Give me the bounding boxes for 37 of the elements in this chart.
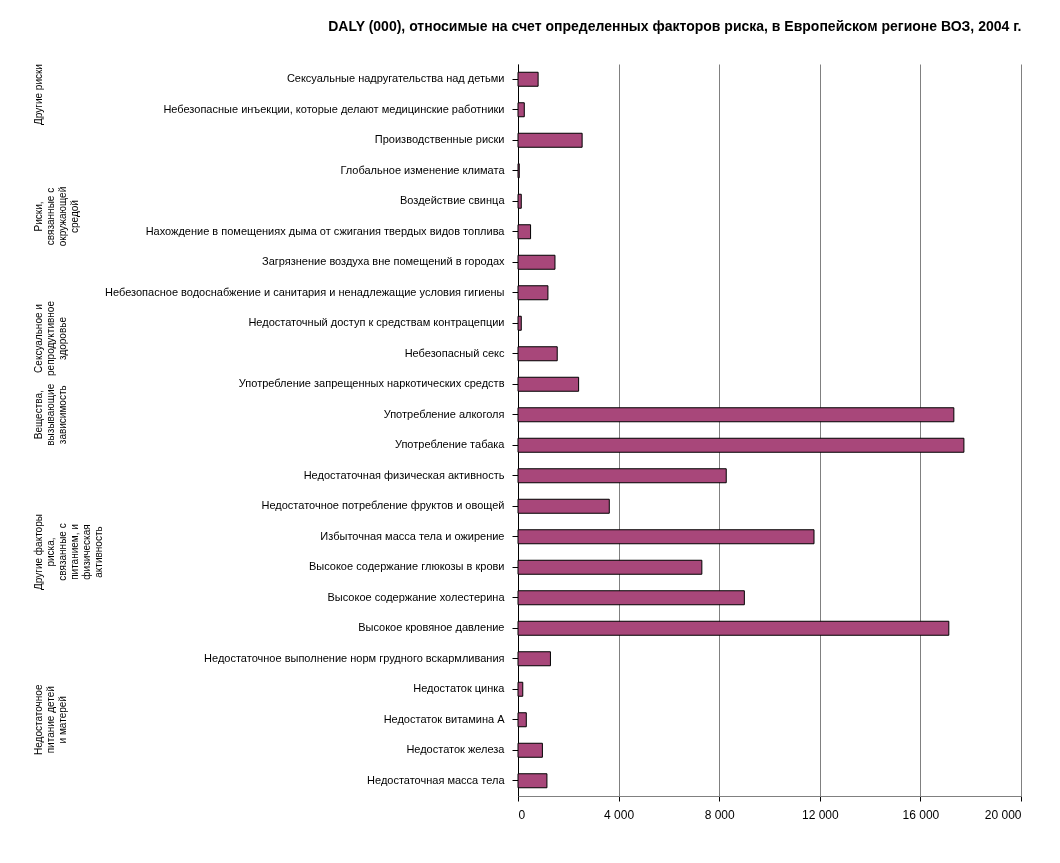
text: Другие риски (33, 64, 44, 125)
y-tick-label: Высокое содержание холестерина (327, 590, 506, 603)
text: Другие факторы риска, связанные с питанием, и физическая активность (33, 514, 104, 590)
text: Сексуальное и репродуктивное здоровье (33, 300, 68, 376)
text: Вещества, вызывающие зависимость (33, 383, 68, 446)
y-tick-label: Недостаточное потребление фруктов и овощей (261, 499, 505, 512)
y-tick-label: Недостаток железа (406, 743, 506, 756)
y-tick-label: Недостаточный доступ к средствам контрацепции (248, 316, 505, 329)
y-tick-label: Высокое кровяное давление (358, 621, 505, 634)
x-tick-label: 0 (518, 807, 526, 822)
y-tick-label: Производственные риски (374, 133, 505, 146)
x-tick-label: 8 000 (704, 807, 736, 822)
y-tick-label: Небезопасные инъекции, которые делают медицинские работники (163, 102, 505, 115)
y-tick-label: Загрязнение воздуха вне помещений в городах (262, 255, 505, 268)
y-tick-label: Небезопасное водоснабжение и санитария и ненадлежащие условия гигиены (105, 285, 505, 298)
y-tick-label: Высокое содержание глюкозы в крови (308, 560, 505, 573)
text: Риски, связанные с окружающей средой (33, 186, 80, 247)
text: Недостаточное питание детей и матерей (33, 684, 68, 755)
y-tick-label: Небезопасный секс (404, 346, 505, 359)
x-tick-label: 4 000 (604, 807, 635, 822)
chart-title: DALY (000), относимые на счет определенных факторов риска, в Европейском регионе ВОЗ, 2004 г. (328, 18, 1022, 34)
y-tick-label: Употребление алкоголя (383, 407, 505, 420)
y-tick-label: Недостаточная физическая активность (303, 468, 505, 481)
y-tick-label: Употребление запрещенных наркотических средств (238, 377, 505, 390)
y-tick-label: Недостаточная масса тела (367, 773, 506, 786)
x-tick-label: 12 000 (801, 807, 839, 822)
y-tick-label: Употребление табака (394, 438, 506, 451)
y-tick-label: Воздействие свинца (400, 194, 506, 207)
y-tick-label: Сексуальные надругательства над детьми (286, 72, 505, 85)
y-tick-label: Нахождение в помещениях дыма от сжигания твердых видов топлива (145, 224, 506, 237)
y-tick-label: Избыточная масса тела и ожирение (320, 529, 505, 542)
y-tick-label: Недостаточное выполнение норм грудного вскармливания (204, 651, 505, 664)
x-tick-label: 20 000 (984, 807, 1022, 822)
y-tick-label: Недостаток цинка (413, 682, 506, 695)
y-tick-label: Недостаток витамина А (383, 712, 506, 725)
x-tick-label: 16 000 (902, 807, 940, 822)
y-tick-label: Глобальное изменение климата (340, 163, 506, 176)
